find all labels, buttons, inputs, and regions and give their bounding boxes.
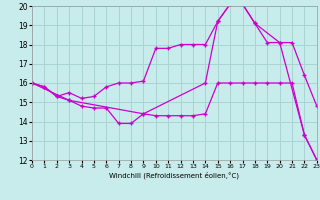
- X-axis label: Windchill (Refroidissement éolien,°C): Windchill (Refroidissement éolien,°C): [109, 172, 239, 179]
